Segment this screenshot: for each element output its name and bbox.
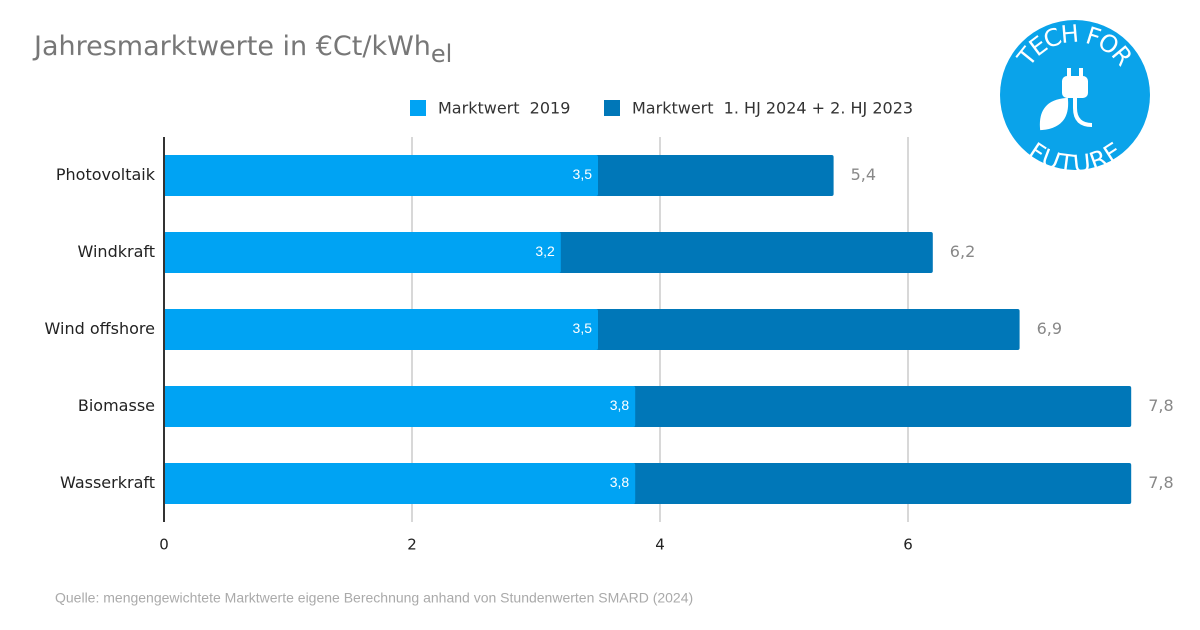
legend-swatch xyxy=(604,100,620,116)
legend-label: Marktwert 1. HJ 2024 + 2. HJ 2023 xyxy=(632,99,913,118)
legend-swatch xyxy=(410,100,426,116)
bar xyxy=(164,309,598,350)
value-label: 6,9 xyxy=(1037,319,1062,338)
bar xyxy=(164,463,636,504)
value-label: 3,5 xyxy=(573,320,593,336)
chart-title: Jahresmarktwerte in €Ct/kWhel xyxy=(32,31,452,69)
bar xyxy=(164,232,561,273)
title-subscript: el xyxy=(431,40,452,68)
value-label: 7,8 xyxy=(1148,396,1173,415)
value-label: 3,8 xyxy=(610,474,630,490)
y-tick-label: Wasserkraft xyxy=(60,473,155,492)
value-label: 6,2 xyxy=(950,242,975,261)
y-tick-label: Photovoltaik xyxy=(56,165,156,184)
x-tick-label: 6 xyxy=(903,536,913,554)
value-label: 3,2 xyxy=(535,243,555,259)
x-tick-label: 0 xyxy=(159,536,169,554)
x-tick-label: 2 xyxy=(407,536,417,554)
bar xyxy=(164,386,636,427)
value-label: 5,4 xyxy=(851,165,876,184)
y-tick-label: Wind offshore xyxy=(45,319,155,338)
legend-label: Marktwert 2019 xyxy=(438,99,570,118)
plug-icon xyxy=(1039,68,1093,131)
title-main: Jahresmarktwerte in €Ct/kWh xyxy=(32,31,431,62)
source-note: Quelle: mengengewichtete Marktwerte eige… xyxy=(55,590,693,606)
logo: TECH FOR FUTURE xyxy=(1000,20,1150,178)
y-tick-label: Biomasse xyxy=(78,396,155,415)
value-label: 3,8 xyxy=(610,397,630,413)
y-tick-label: Windkraft xyxy=(78,242,155,261)
value-label: 3,5 xyxy=(573,166,593,182)
bar xyxy=(164,155,598,196)
value-label: 7,8 xyxy=(1148,473,1173,492)
x-tick-label: 4 xyxy=(655,536,665,554)
